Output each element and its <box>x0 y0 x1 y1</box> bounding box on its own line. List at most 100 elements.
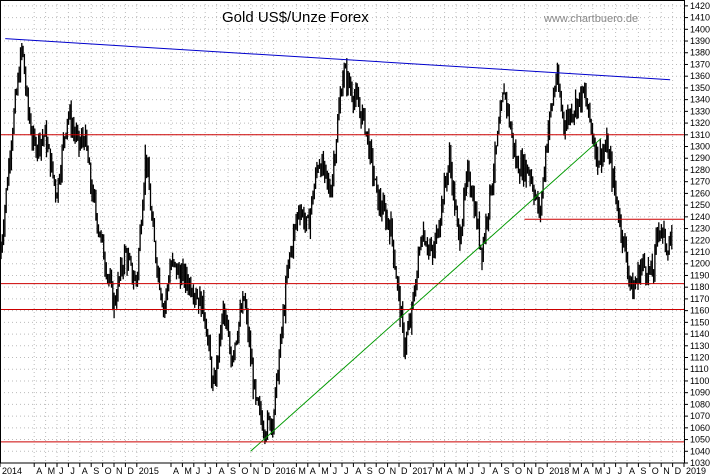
x-tick-label: N <box>663 466 670 476</box>
x-tick-label: A <box>447 466 453 476</box>
y-tick-label: 1100 <box>690 376 709 386</box>
x-tick-label: S <box>93 466 99 476</box>
x-axis: 2014 A M J J A S O N D 2015 A M J J A S O N D 2016 M A M J J A S O N D… <box>0 463 706 476</box>
y-tick-label: 1240 <box>690 212 710 222</box>
x-tick-label: 2019 <box>686 466 706 476</box>
y-tick-label: 1130 <box>690 341 709 351</box>
y-tick-label: 1210 <box>690 247 710 257</box>
x-tick-label: N <box>526 466 533 476</box>
y-tick-label: 1030 <box>690 458 710 468</box>
x-tick-label: J <box>59 466 64 476</box>
x-tick-label: 2016 <box>276 466 296 476</box>
y-tick-label: 1200 <box>690 259 710 269</box>
x-tick-label: N <box>116 466 123 476</box>
y-tick-label: 1330 <box>690 106 710 116</box>
x-tick-label: N <box>253 466 259 476</box>
trendline <box>250 137 602 452</box>
y-tick-label: 1150 <box>690 317 709 327</box>
x-tick-label: J <box>196 466 201 476</box>
y-tick-label: 1350 <box>690 83 710 93</box>
y-tick-label: 1140 <box>690 329 709 339</box>
x-tick-label: J <box>606 466 611 476</box>
x-tick-label: N <box>390 466 397 476</box>
overlay-lines <box>0 38 684 452</box>
y-tick-label: 1410 <box>690 13 710 23</box>
x-tick-label: D <box>675 466 682 476</box>
x-tick-label: M <box>435 466 443 476</box>
y-tick-label: 1390 <box>690 36 710 46</box>
y-tick-label: 1050 <box>690 435 710 445</box>
x-tick-label: 2017 <box>412 466 432 476</box>
y-tick-label: 1230 <box>690 224 710 234</box>
x-tick-label: 2018 <box>549 466 569 476</box>
x-tick-label: J <box>344 466 349 476</box>
x-tick-label: M <box>321 466 329 476</box>
y-tick-label: 1300 <box>690 142 710 152</box>
x-tick-label: O <box>515 466 522 476</box>
y-tick-label: 1090 <box>690 388 710 398</box>
x-tick-label: O <box>652 466 659 476</box>
y-tick-label: 1080 <box>690 399 710 409</box>
y-tick-label: 1260 <box>690 188 710 198</box>
x-tick-label: M <box>298 466 306 476</box>
price-bars <box>0 42 673 445</box>
y-tick-label: 1250 <box>690 200 710 210</box>
x-tick-label: J <box>207 466 212 476</box>
x-tick-label: 2015 <box>139 466 159 476</box>
x-tick-label: 2014 <box>2 466 22 476</box>
y-tick-label: 1290 <box>690 153 710 163</box>
x-tick-label: A <box>36 466 42 476</box>
y-axis: 1030104010501060107010801090110011101120… <box>684 1 710 468</box>
x-tick-label: A <box>310 466 316 476</box>
x-tick-label: M <box>458 466 466 476</box>
y-tick-label: 1190 <box>690 270 709 280</box>
trendline <box>5 38 671 81</box>
x-tick-label: D <box>127 466 134 476</box>
x-tick-label: D <box>401 466 408 476</box>
y-tick-label: 1400 <box>690 24 710 34</box>
x-tick-label: A <box>355 466 361 476</box>
x-tick-label: J <box>70 466 75 476</box>
x-tick-label: J <box>469 466 474 476</box>
y-tick-label: 1040 <box>690 446 710 456</box>
x-tick-label: M <box>184 466 192 476</box>
y-tick-label: 1170 <box>690 294 709 304</box>
y-tick-label: 1270 <box>690 177 710 187</box>
y-tick-label: 1310 <box>690 130 710 140</box>
y-tick-label: 1280 <box>690 165 710 175</box>
y-tick-label: 1070 <box>690 411 710 421</box>
x-tick-label: S <box>230 466 236 476</box>
y-tick-label: 1420 <box>690 1 710 11</box>
y-tick-label: 1060 <box>690 423 710 433</box>
x-tick-label: A <box>492 466 498 476</box>
x-tick-label: S <box>367 466 373 476</box>
y-tick-label: 1180 <box>690 282 709 292</box>
x-tick-label: O <box>241 466 248 476</box>
y-tick-label: 1370 <box>690 59 710 69</box>
x-tick-label: D <box>538 466 545 476</box>
y-tick-label: 1320 <box>690 118 710 128</box>
y-tick-label: 1380 <box>690 48 710 58</box>
x-tick-label: J <box>618 466 623 476</box>
x-tick-label: M <box>572 466 580 476</box>
x-tick-label: A <box>219 466 225 476</box>
y-tick-label: 1220 <box>690 235 710 245</box>
chart-title: Gold US$/Unze Forex <box>222 9 369 26</box>
x-tick-label: J <box>481 466 486 476</box>
x-tick-label: A <box>583 466 589 476</box>
y-tick-label: 1120 <box>690 353 709 363</box>
x-tick-label: A <box>82 466 88 476</box>
watermark: www.chartbuero.de <box>543 13 638 25</box>
x-tick-label: S <box>640 466 646 476</box>
plot-background <box>0 0 684 463</box>
y-tick-label: 1160 <box>690 306 709 316</box>
x-tick-label: M <box>595 466 603 476</box>
x-tick-label: D <box>264 466 271 476</box>
x-tick-label: J <box>333 466 338 476</box>
x-tick-label: O <box>378 466 385 476</box>
y-tick-label: 1360 <box>690 71 710 81</box>
x-tick-label: S <box>504 466 510 476</box>
x-tick-label: O <box>105 466 112 476</box>
y-tick-label: 1110 <box>690 364 709 374</box>
